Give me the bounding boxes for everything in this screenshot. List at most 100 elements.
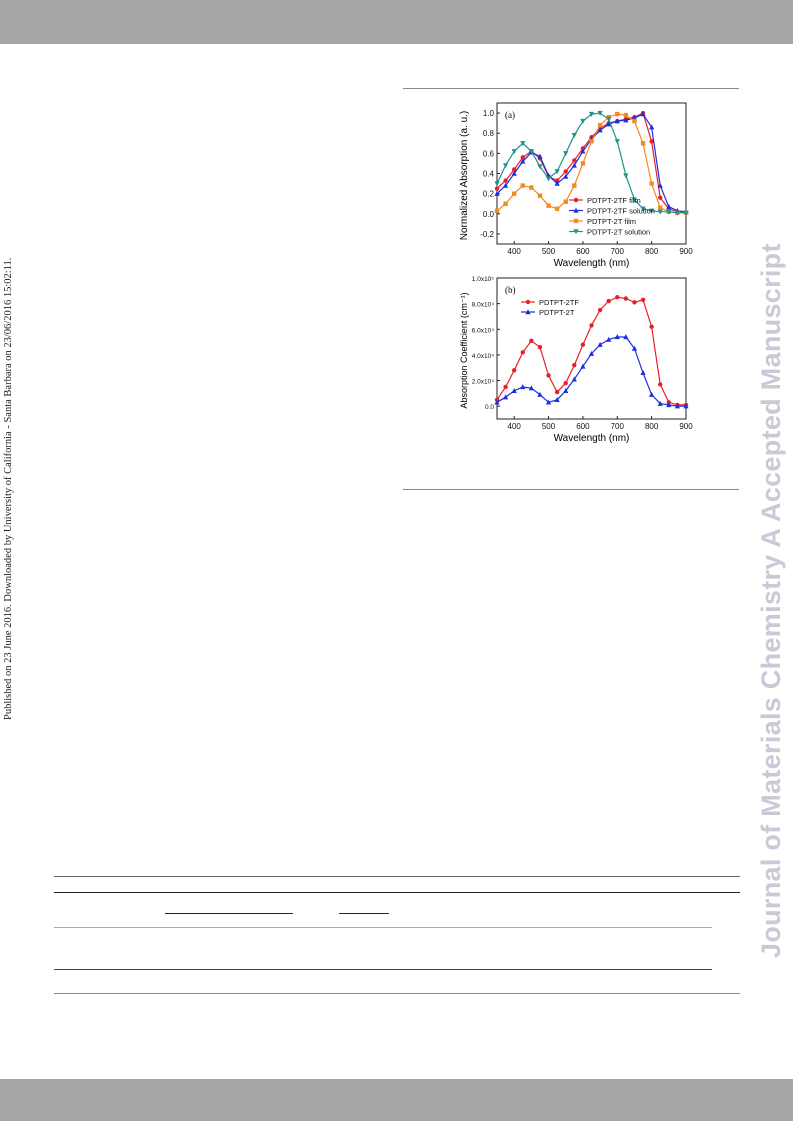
panel-a-data-point xyxy=(520,183,525,188)
panel-a-data-point xyxy=(537,164,543,170)
panel-b-frame xyxy=(496,277,687,420)
panel-a-data-point xyxy=(537,153,543,159)
panel-b-data-point xyxy=(658,382,663,387)
panel-a-data-point xyxy=(588,111,595,117)
panel-b-data-point xyxy=(528,385,534,391)
panel-b-data-point xyxy=(649,391,655,397)
panel-a-ticks: 400 500 600 700 800 900 -0.2 0.0 0.2 0.4 0.6 0.8 1.0 xyxy=(480,109,693,256)
panel-b-label: (b) xyxy=(505,285,516,295)
panel-a-data-point xyxy=(623,117,629,123)
panel-b-xtick-label: 600 xyxy=(576,422,590,431)
top-band xyxy=(0,0,793,44)
panel-a-data-point xyxy=(606,116,612,122)
panel-a-data-point xyxy=(657,209,663,215)
panel-a-ytick-label: 0.2 xyxy=(483,190,495,199)
panel-b-data-point xyxy=(554,389,560,395)
panel-b-data-point xyxy=(632,300,637,305)
panel-a-data-point xyxy=(520,155,525,160)
panel-b-series-line xyxy=(496,336,686,407)
figure-bottom-rule xyxy=(403,489,739,490)
panel-a-data-point xyxy=(494,208,500,213)
panel-a-data-point xyxy=(683,210,689,216)
table-bottom-rule xyxy=(54,993,740,994)
accepted-manuscript-watermark: Journal of Materials Chemistry A Accepte… xyxy=(756,243,786,958)
panel-b: 400 500 600 700 800 900 0.0 2.0x10⁴ 4.0x10⁴ 6.0x1… xyxy=(459,276,693,444)
panel-a-data-point xyxy=(615,111,620,117)
panel-a-series xyxy=(494,110,689,216)
panel-b-xtick-label: 400 xyxy=(508,422,522,431)
panel-a-ytick-label: 0.6 xyxy=(483,149,495,158)
panel-a-legend-label: PDTPT-2TF film xyxy=(587,196,641,205)
panel-a-ytick-label: 0.0 xyxy=(483,210,495,219)
panel-a-legend-label: PDTPT-2T solution xyxy=(587,228,650,237)
panel-b-data-point xyxy=(537,391,543,397)
panel-b-xtick-label: 900 xyxy=(679,422,693,431)
panel-a-data-point xyxy=(614,139,620,145)
panel-a-data-point xyxy=(571,133,577,139)
panel-b-data-point xyxy=(631,345,638,351)
panel-b-ytick-label: 1.0x10⁵ xyxy=(472,276,495,283)
panel-b-data-point xyxy=(563,388,569,393)
panel-a-data-point xyxy=(649,124,655,130)
panel-b-data-point xyxy=(537,345,543,350)
panel-a-ytick-label: 1.0 xyxy=(483,109,495,118)
panel-b-data-point xyxy=(589,323,594,328)
panel-b-data-point xyxy=(614,334,620,340)
panel-a-data-point xyxy=(623,173,629,179)
panel-b-legend-label: PDTPT-2TF xyxy=(539,298,579,307)
panel-a-data-point xyxy=(502,163,509,169)
panel-a-label: (a) xyxy=(505,110,515,120)
panel-a-data-point xyxy=(529,185,534,190)
table-header-rule xyxy=(54,892,740,893)
panel-a-data-point xyxy=(502,182,509,188)
panel-a-data-point xyxy=(649,208,655,214)
panel-a-data-point xyxy=(494,186,500,191)
bottom-band xyxy=(0,1079,793,1121)
panel-b-series xyxy=(494,295,689,409)
panel-a-xtick-label: 900 xyxy=(679,247,693,256)
panel-a-data-point xyxy=(649,181,654,186)
panel-a-data-point xyxy=(589,139,594,144)
panel-b-xtick-label: 500 xyxy=(542,422,556,431)
panel-a-data-point xyxy=(511,191,517,196)
panel-a-data-point xyxy=(503,178,508,183)
figure-top-rule xyxy=(403,88,739,89)
panel-b-data-point xyxy=(520,384,526,390)
panel-a-data-point xyxy=(674,210,681,216)
panel-a-data-point xyxy=(597,122,603,128)
panel-b-data-point xyxy=(606,298,611,304)
table-group-rule-2 xyxy=(339,913,389,914)
panel-b-data-point xyxy=(502,394,509,400)
panel-b-data-point xyxy=(597,307,603,313)
panel-a-legend-marker xyxy=(573,218,579,224)
panel-b-data-point xyxy=(503,384,508,390)
panel-a-data-point xyxy=(545,176,552,182)
panel-a-ytick-label: -0.2 xyxy=(480,230,494,239)
panel-a-data-point xyxy=(511,149,517,155)
panel-b-data-point xyxy=(588,350,595,356)
panel-a-ytick-label: 0.4 xyxy=(483,170,495,179)
panel-a-data-point xyxy=(658,205,663,210)
panel-a-legend-marker xyxy=(573,229,579,235)
panel-a-data-point xyxy=(623,112,629,118)
panel-a-ytick-label: 0.8 xyxy=(483,129,495,138)
panel-b-data-point xyxy=(606,336,612,342)
panel-b-data-point xyxy=(649,324,654,329)
panel-b-ytick-label: 2.0x10⁴ xyxy=(472,379,495,386)
panel-a-data-point xyxy=(640,206,646,212)
panel-a-data-point xyxy=(520,158,526,164)
panel-a-data-point xyxy=(494,190,500,196)
panel-a-data-point xyxy=(572,183,577,188)
panel-a-legend-marker xyxy=(573,207,579,213)
panel-a-data-point xyxy=(640,111,646,117)
panel-a-data-point xyxy=(503,201,508,206)
panel-b-xtick-label: 700 xyxy=(611,422,625,431)
panel-a-data-point xyxy=(520,141,526,147)
panel-b-data-point xyxy=(511,368,517,373)
panel-a-data-point xyxy=(554,180,560,186)
panel-b-data-point xyxy=(554,396,560,402)
panel-a-data-point xyxy=(563,169,568,174)
panel-b-data-point xyxy=(683,403,689,409)
